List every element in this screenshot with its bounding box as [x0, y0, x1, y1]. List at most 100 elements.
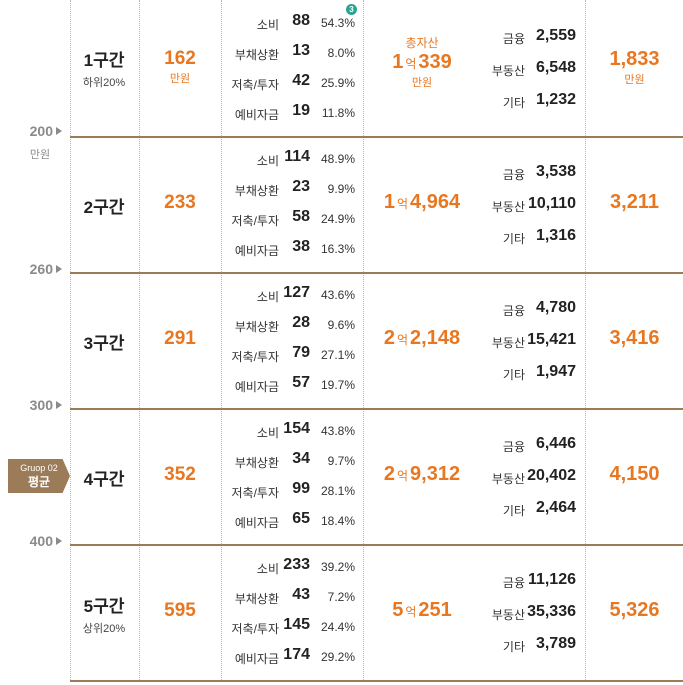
asset-label: 기타: [502, 504, 525, 518]
asset-amount: 15,421: [527, 331, 576, 348]
row-separator: [70, 544, 683, 546]
asset-item: 금융 6,446: [480, 429, 584, 461]
spending-percent: 24.4%: [320, 620, 355, 634]
group-badge-label: Gruop 02: [20, 463, 58, 473]
section-cell: 2구간: [70, 193, 138, 218]
spending-percent: 9.9%: [327, 182, 355, 196]
spending-percent: 8.0%: [327, 46, 355, 60]
spending-label: 저축/투자: [231, 350, 280, 364]
asset-amount: 4,780: [535, 299, 576, 316]
group-badge: Gruop 02 평균: [8, 459, 70, 493]
asset-label: 부동산: [491, 472, 525, 486]
asset-amount: 20,402: [527, 467, 576, 484]
debt-cell: 4,150: [586, 463, 683, 486]
asset-amount: 6,548: [535, 59, 576, 76]
income-cell: 352: [140, 464, 220, 486]
debt-unit: 만원: [624, 74, 645, 86]
spending-amount: 88: [292, 12, 310, 29]
debt-cell: 1,833 만원: [586, 48, 683, 87]
asset-amount: 6,446: [535, 435, 576, 452]
section-name: 4구간: [83, 470, 125, 489]
assets-man-value: 251: [418, 599, 452, 621]
table-row: 3구간 291 소비 127 43.6% 부채상환 28 9.6% 저축/투자 79 27.…: [0, 272, 683, 408]
spending-percent: 16.3%: [320, 242, 355, 256]
section-name: 5구간: [83, 597, 125, 616]
asset-item: 기타 1,232: [480, 85, 584, 117]
asset-label: 기타: [502, 640, 525, 654]
asset-amount: 1,232: [535, 91, 576, 108]
threshold-unit: 만원: [29, 149, 51, 161]
table-row: 1구간 하위20% 162 만원 소비 88 54.3% 부채상환 13 8.0% 저축…: [0, 0, 683, 136]
income-value: 162: [164, 48, 196, 69]
asset-item: 금융 2,559: [480, 21, 584, 53]
assets-unit: 만원: [411, 77, 433, 89]
column-divider: [363, 0, 364, 680]
spending-percent: 9.7%: [327, 454, 355, 468]
spending-item: 예비자금 65 18.4%: [222, 506, 362, 536]
debt-value: 5,326: [609, 599, 660, 621]
asset-item: 부동산 6,548: [480, 53, 584, 85]
section-cell: 4구간: [70, 465, 138, 490]
spending-amount: 34: [292, 450, 310, 467]
spending-percent: 43.6%: [320, 288, 355, 302]
spending-amount: 19: [292, 102, 310, 119]
asset-label: 금융: [502, 168, 525, 182]
spending-label: 예비자금: [234, 108, 279, 122]
section-cell: 5구간 상위20%: [70, 592, 138, 636]
asset-item: 금융 4,780: [480, 293, 584, 325]
spending-percent: 7.2%: [327, 590, 355, 604]
arrow-right-icon: [56, 265, 62, 273]
row-separator: [70, 136, 683, 138]
assets-eok-value: 5: [392, 599, 404, 621]
annotation-badge[interactable]: 3: [346, 4, 357, 15]
spending-item: 부채상환 43 7.2%: [222, 582, 362, 612]
debt-value: 3,211: [610, 191, 659, 213]
spending-item: 저축/투자 145 24.4%: [222, 612, 362, 642]
asset-item: 기타 3,789: [480, 629, 584, 661]
assets-eok-value: 1: [383, 191, 395, 213]
debt-value: 4,150: [609, 463, 660, 485]
spending-label: 소비: [256, 18, 279, 32]
asset-item: 부동산 15,421: [480, 325, 584, 357]
assets-eok-value: 2: [383, 463, 395, 485]
asset-amount: 3,538: [535, 163, 576, 180]
spending-percent: 43.8%: [320, 424, 355, 438]
spending-item: 부채상환 13 8.0%: [222, 38, 362, 68]
spending-amount: 23: [292, 178, 310, 195]
spending-label: 소비: [256, 154, 279, 168]
row-separator: [70, 272, 683, 274]
asset-breakdown: 금융 4,780 부동산 15,421 기타 1,947: [480, 293, 584, 389]
spending-amount: 114: [284, 148, 310, 165]
spending-amount: 57: [292, 374, 310, 391]
assets-value: 2 억 9,312: [364, 463, 480, 486]
asset-amount: 11,126: [527, 571, 576, 588]
spending-percent: 9.6%: [327, 318, 355, 332]
spending-amount: 43: [292, 586, 310, 603]
income-cell: 162 만원: [140, 48, 220, 86]
spending-item: 예비자금 38 16.3%: [222, 234, 362, 264]
spending-amount: 233: [283, 556, 310, 573]
spending-item: 저축/투자 42 25.9%: [222, 68, 362, 98]
income-value: 595: [164, 600, 196, 621]
assets-cell: 5 억 251: [364, 599, 480, 622]
spending-item: 소비 88 54.3%: [222, 8, 362, 38]
table-row: 2구간 233 소비 114 48.9% 부채상환 23 9.9% 저축/투자 58 24.…: [0, 136, 683, 272]
asset-breakdown: 금융 11,126 부동산 35,336 기타 3,789: [480, 565, 584, 661]
spending-label: 부채상환: [234, 48, 279, 62]
assets-man-value: 9,312: [410, 463, 461, 485]
spending-item: 저축/투자 79 27.1%: [222, 340, 362, 370]
column-divider: [585, 0, 586, 680]
eok-unit: 억: [397, 333, 409, 347]
asset-item: 부동산 20,402: [480, 461, 584, 493]
section-cell: 1구간 하위20%: [70, 46, 138, 90]
asset-label: 부동산: [491, 200, 525, 214]
spending-item: 부채상환 23 9.9%: [222, 174, 362, 204]
threshold-value: 200: [29, 123, 53, 139]
eok-unit: 억: [405, 57, 417, 71]
spending-percent: 11.8%: [321, 106, 355, 120]
spending-label: 소비: [256, 290, 279, 304]
spending-amount: 154: [283, 420, 310, 437]
spending-percent: 19.7%: [320, 378, 355, 392]
spending-amount: 13: [292, 42, 310, 59]
eok-unit: 억: [397, 469, 409, 483]
